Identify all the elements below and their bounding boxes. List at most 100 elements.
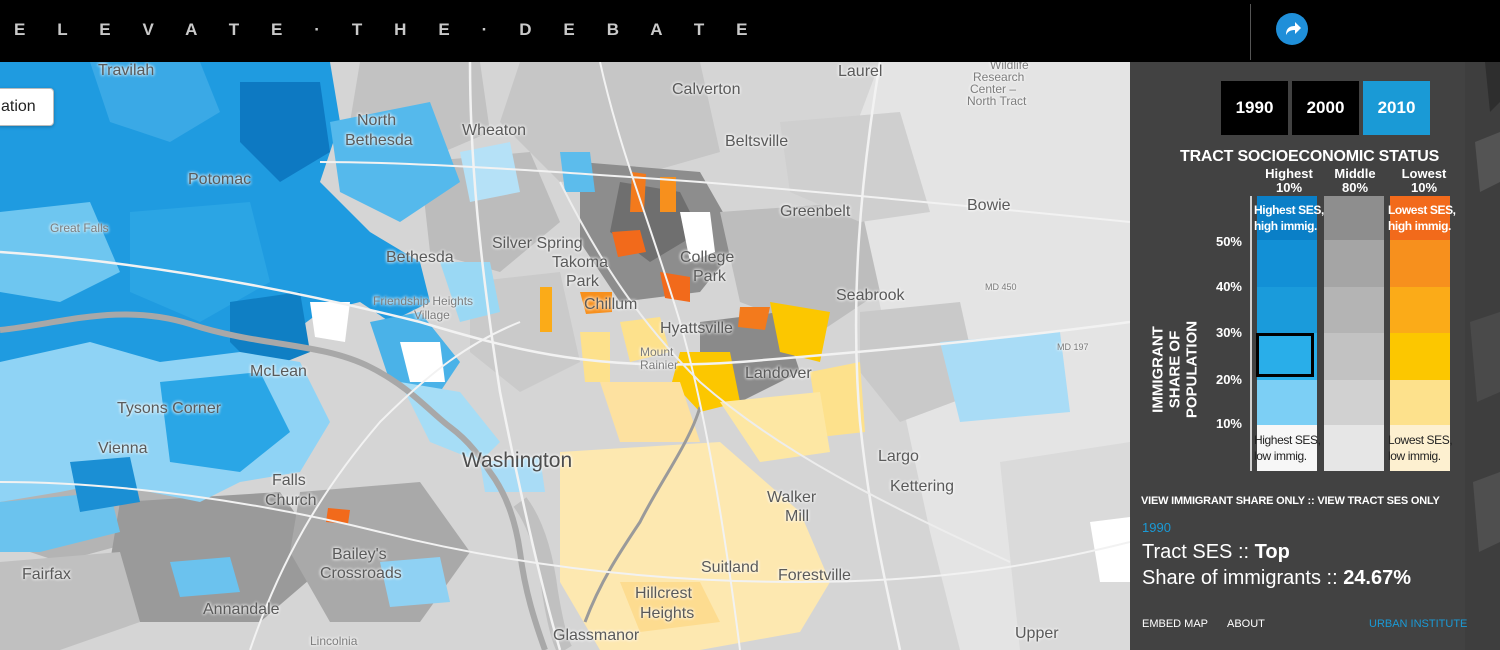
legend-cell-lowest-5[interactable] [1390, 425, 1450, 471]
map-place-label: Kettering [890, 478, 955, 495]
legend-cell-highest-5[interactable] [1257, 425, 1317, 471]
map-place-label: Center – [970, 82, 1017, 96]
map-place-label: Greenbelt [780, 203, 851, 220]
y-tick-50: 50% [1215, 234, 1242, 249]
map-place-label: Glassmanor [553, 627, 640, 644]
share-arrow-icon[interactable] [1276, 13, 1308, 45]
column-header-lowest: Lowest 10% [1390, 167, 1458, 195]
map-place-label: Park [693, 268, 726, 285]
map-place-label: Lincolnia [310, 634, 358, 648]
choropleth-map[interactable]: Travilah Laurel Wildlife Research Center – No… [0, 62, 1130, 650]
brand-title: E L E V A T E · T H E · D E B A T E [14, 20, 762, 39]
map-canvas[interactable] [0, 62, 1130, 650]
map-place-label: Silver Spring [492, 235, 583, 252]
note-highest-low-line2: low immig. [1254, 449, 1307, 463]
map-place-label: Bowie [967, 197, 1011, 214]
note-highest-high-line2: high immig. [1254, 219, 1317, 233]
note-highest-low: Highest SES, low immig. [1254, 432, 1321, 464]
legend-cell-middle-3[interactable] [1324, 333, 1384, 381]
legend-cell-lowest-1[interactable] [1390, 240, 1450, 288]
legend-cell-middle-0[interactable] [1324, 196, 1384, 241]
note-lowest-high-line1: Lowest SES, [1388, 203, 1456, 217]
about-link[interactable]: ABOUT [1227, 618, 1265, 630]
note-lowest-high: Lowest SES, high immig. [1388, 202, 1456, 234]
y-axis-label: IMMIGRANT SHARE OF POPULATION [1149, 320, 1201, 419]
view-toggle-links[interactable]: VIEW IMMIGRANT SHARE ONLY :: VIEW TRACT … [1141, 495, 1440, 507]
legend-cell-highest-4[interactable] [1257, 380, 1317, 426]
map-place-label: North [357, 112, 397, 129]
map-place-label: Mount [640, 345, 674, 359]
location-search-button[interactable]: ation [0, 88, 54, 126]
selected-ses-value: Top [1254, 541, 1290, 563]
year-button-2010[interactable]: 2010 [1363, 81, 1430, 135]
strip-canvas [1465, 62, 1500, 650]
legend-cell-middle-2[interactable] [1324, 287, 1384, 334]
map-place-label: Hyattsville [660, 320, 733, 337]
selected-year: 1990 [1142, 520, 1171, 535]
map-place-label: Great Falls [50, 221, 109, 235]
map-place-label: McLean [250, 363, 307, 380]
legend-cell-middle-5[interactable] [1324, 425, 1384, 471]
selected-immigrant-share: Share of immigrants :: 24.67% [1142, 567, 1411, 590]
map-place-label: MD 450 [985, 282, 1017, 292]
urban-institute-link[interactable]: URBAN INSTITUTE [1369, 618, 1468, 630]
map-place-label: Bailey's [332, 546, 387, 563]
column-header-middle-line1: Middle [1334, 166, 1376, 181]
map-place-label: Park [566, 273, 599, 290]
y-tick-10: 10% [1215, 416, 1242, 431]
map-place-label: Tysons Corner [117, 400, 222, 417]
note-highest-high: Highest SES, high immig. [1254, 202, 1324, 234]
note-highest-low-line1: Highest SES, [1254, 433, 1321, 447]
map-place-label: Heights [640, 605, 695, 622]
note-lowest-low: Lowest SES, low immig. [1388, 432, 1453, 464]
column-header-highest-line2: 10% [1275, 180, 1303, 195]
selected-ses-prefix: Tract SES :: [1142, 541, 1255, 563]
embed-map-link[interactable]: EMBED MAP [1142, 618, 1209, 630]
map-place-label: Chillum [584, 296, 638, 313]
legend-cell-highest-0[interactable] [1257, 196, 1317, 241]
map-place-label: Rainier [640, 358, 679, 372]
year-button-2000[interactable]: 2000 [1292, 81, 1359, 135]
map-place-label: Bethesda [386, 249, 454, 266]
legend-cell-lowest-0[interactable] [1390, 196, 1450, 241]
column-header-highest-line1: Highest [1265, 166, 1313, 181]
legend-cell-lowest-3[interactable] [1390, 333, 1450, 381]
map-place-label: Upper [1015, 625, 1059, 642]
map-place-label: Research [973, 70, 1025, 84]
map-place-label: North Tract [967, 94, 1027, 108]
legend-cell-lowest-2[interactable] [1390, 287, 1450, 334]
selected-ses: Tract SES :: Top [1142, 541, 1290, 564]
column-header-highest: Highest 10% [1254, 167, 1324, 195]
map-place-label: Church [265, 492, 317, 509]
legend-cell-middle-4[interactable] [1324, 380, 1384, 426]
map-place-label: Vienna [98, 440, 148, 457]
legend-cell-middle-1[interactable] [1324, 240, 1384, 288]
map-place-label: Landover [745, 365, 812, 382]
legend-cell-lowest-4[interactable] [1390, 380, 1450, 426]
legend-cell-highest-2[interactable] [1257, 287, 1317, 334]
map-place-label: Largo [878, 448, 919, 465]
column-header-middle-line2: 80% [1341, 180, 1369, 195]
legend-cell-highest-3[interactable] [1257, 333, 1317, 381]
selected-legend-cell-outline [1256, 333, 1314, 377]
column-header-middle: Middle 80% [1322, 167, 1388, 195]
panel-map-strip [1465, 62, 1500, 650]
map-place-label: Wheaton [462, 122, 527, 139]
map-place-label: Walker [767, 489, 817, 506]
map-place-label: Washington [462, 449, 573, 472]
note-lowest-high-line2: high immig. [1388, 219, 1451, 233]
map-place-label: Travilah [98, 62, 155, 79]
map-place-label: Falls [272, 472, 306, 489]
map-place-label: Forestville [778, 567, 851, 584]
map-place-label: Friendship Heights [373, 294, 474, 308]
map-place-label: Fairfax [22, 566, 71, 583]
map-place-label: Crossroads [320, 565, 402, 582]
map-place-label: Wildlife [990, 62, 1029, 72]
legend-axis-line [1250, 196, 1252, 471]
note-lowest-low-line2: low immig. [1388, 449, 1441, 463]
map-place-label: Seabrook [836, 287, 905, 304]
map-place-label: Hillcrest [635, 585, 692, 602]
map-place-label: Annandale [203, 601, 280, 618]
year-button-1990[interactable]: 1990 [1221, 81, 1288, 135]
legend-cell-highest-1[interactable] [1257, 240, 1317, 288]
